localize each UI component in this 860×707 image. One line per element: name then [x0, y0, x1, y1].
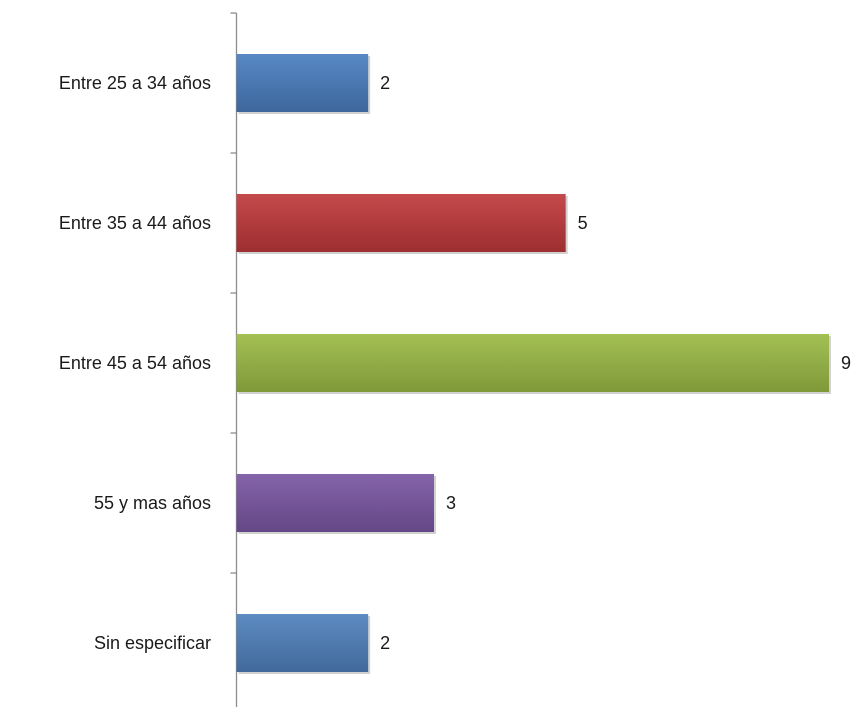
data-label: 5: [578, 213, 588, 233]
bar: [236, 474, 434, 532]
category-label: Entre 35 a 44 años: [59, 213, 211, 233]
category-label: Entre 45 a 54 años: [59, 353, 211, 373]
bar: [236, 614, 369, 672]
data-label: 2: [380, 633, 390, 653]
data-label: 2: [380, 73, 390, 93]
axis-ticks: [230, 12, 237, 574]
data-labels: 2 5 9 3 2: [380, 73, 851, 653]
bar: [236, 194, 566, 252]
category-label: Sin especificar: [94, 633, 211, 653]
bar: [236, 334, 829, 392]
data-label: 3: [446, 493, 456, 513]
category-labels: Entre 25 a 34 años Entre 35 a 44 años Entr…: [59, 73, 211, 653]
bar: [236, 54, 369, 112]
bars: [236, 54, 831, 674]
category-label: 55 y mas años: [94, 493, 211, 513]
category-label: Entre 25 a 34 años: [59, 73, 211, 93]
data-label: 9: [841, 353, 851, 373]
